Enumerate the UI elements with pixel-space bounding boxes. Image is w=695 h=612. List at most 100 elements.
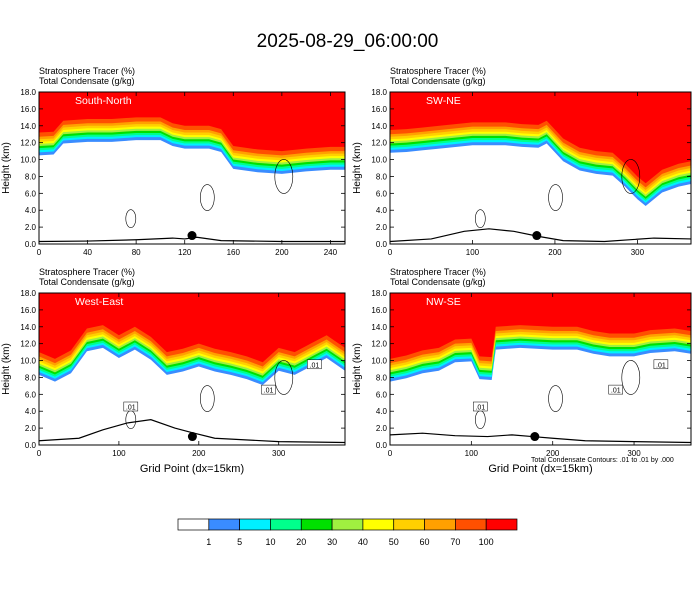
- tracer-band: [390, 293, 691, 359]
- colorbar-swatch: [455, 518, 487, 531]
- condensate-contour: [125, 209, 137, 228]
- variable-label: Stratosphere Tracer (%): [390, 267, 486, 277]
- panel-label: South-North: [75, 95, 132, 107]
- contour-label: .01: [126, 405, 136, 412]
- colorbar-swatch: [393, 518, 425, 531]
- colorbar-label: 70: [450, 537, 460, 547]
- colorbar-label: 10: [265, 537, 275, 547]
- contour-footnote: Total Condensate Contours: .01 to .01 by…: [531, 457, 674, 464]
- x-tick-label: 0: [37, 449, 42, 458]
- surface-marker: [187, 231, 197, 241]
- colorbar-swatch: [177, 518, 210, 531]
- tracer-field: .01 .01 .01: [390, 293, 691, 444]
- colorbar: 1 5 10 20 30 40 50 60 70 100: [177, 518, 518, 547]
- y-tick-label: 16.0: [371, 306, 387, 315]
- colorbar-swatch: [424, 518, 456, 531]
- x-axis-label: Grid Point (dx=15km): [488, 463, 592, 475]
- x-axis-label: Grid Point (dx=15km): [140, 463, 244, 475]
- colorbar-label: 40: [358, 537, 368, 547]
- contour-label-box: [653, 359, 669, 370]
- panel-label: SW-NE: [426, 95, 461, 107]
- colorbar-swatch: [362, 518, 395, 531]
- x-tick-label: 0: [37, 248, 42, 257]
- colorbar-label: 60: [420, 537, 430, 547]
- y-axis-label: Height (km): [1, 142, 12, 194]
- y-tick-label: 4.0: [376, 206, 388, 215]
- y-tick-label: 2.0: [25, 424, 37, 433]
- panel-label: West-East: [75, 296, 123, 308]
- colorbar-swatch: [270, 518, 302, 531]
- y-tick-label: 10.0: [20, 156, 36, 165]
- variable-label: Total Condensate (g/kg): [39, 76, 135, 86]
- y-tick-label: 14.0: [20, 323, 36, 332]
- y-tick-label: 4.0: [376, 407, 388, 416]
- condensate-contour: [474, 209, 486, 228]
- x-tick-label: 300: [631, 248, 645, 257]
- chart-panel: 0.0 2.0 4.0 6.0 8.0 10.0 12.0 14.0 16.0 18.0 0 100 2…: [352, 66, 692, 257]
- x-tick-label: 80: [132, 248, 141, 257]
- y-tick-label: 10.0: [371, 357, 387, 366]
- x-tick-label: 0: [388, 449, 393, 458]
- surface-marker: [187, 432, 197, 442]
- chart-panel: 0.0 2.0 4.0 6.0 8.0 10.0 12.0 14.0 16.0 18.0 0 40 80…: [1, 66, 346, 257]
- y-axis-label: Height (km): [352, 343, 363, 395]
- x-tick-label: 200: [546, 449, 560, 458]
- plot-frame: [389, 91, 692, 245]
- variable-label: Total Condensate (g/kg): [390, 76, 486, 86]
- terrain-line: [390, 432, 691, 444]
- y-tick-label: 8.0: [25, 172, 37, 181]
- variable-label: Total Condensate (g/kg): [390, 277, 486, 287]
- surface-marker: [530, 432, 540, 442]
- tracer-band: [39, 92, 345, 152]
- y-tick-label: 2.0: [376, 223, 388, 232]
- tracer-field: [39, 92, 345, 243]
- colorbar-label: 100: [479, 537, 494, 547]
- page-title: 2025-08-29_06:00:00: [256, 31, 439, 52]
- condensate-contour: [200, 184, 215, 211]
- variable-label: Stratosphere Tracer (%): [39, 66, 135, 76]
- y-tick-label: 18.0: [371, 88, 387, 97]
- y-tick-label: 2.0: [25, 223, 37, 232]
- x-tick-label: 200: [192, 449, 206, 458]
- y-tick-label: 2.0: [376, 424, 388, 433]
- y-tick-label: 12.0: [371, 139, 387, 148]
- y-tick-label: 14.0: [371, 323, 387, 332]
- tracer-band: [390, 92, 691, 184]
- plot-frame: [389, 292, 692, 446]
- colorbar-swatch: [485, 518, 518, 531]
- terrain-line: [39, 236, 345, 243]
- y-tick-label: 6.0: [25, 189, 37, 198]
- y-tick-label: 0.0: [376, 441, 388, 450]
- y-tick-label: 8.0: [25, 373, 37, 382]
- y-tick-label: 14.0: [20, 122, 36, 131]
- colorbar-label: 30: [327, 537, 337, 547]
- y-tick-label: 0.0: [25, 240, 37, 249]
- y-tick-label: 12.0: [371, 340, 387, 349]
- terrain-line: [39, 419, 345, 444]
- y-tick-label: 6.0: [25, 390, 37, 399]
- condensate-contour: [548, 184, 563, 211]
- condensate-contour: [274, 159, 294, 194]
- x-tick-label: 200: [275, 248, 289, 257]
- plot-frame: [38, 292, 346, 446]
- tracer-field: .01 .01 .01: [39, 293, 345, 444]
- x-tick-label: 100: [466, 248, 480, 257]
- y-tick-label: 0.0: [25, 441, 37, 450]
- x-tick-label: 300: [627, 449, 641, 458]
- colorbar-label: 1: [206, 537, 211, 547]
- y-tick-label: 16.0: [20, 105, 36, 114]
- colorbar-swatch: [300, 518, 333, 531]
- x-tick-label: 0: [388, 248, 393, 257]
- contour-label-box: [307, 359, 322, 370]
- condensate-contour: [621, 159, 641, 194]
- y-tick-label: 4.0: [25, 407, 37, 416]
- contour-label: .01: [310, 362, 320, 369]
- x-tick-label: 300: [272, 449, 286, 458]
- contour-label: .01: [611, 388, 621, 395]
- x-tick-label: 120: [178, 248, 192, 257]
- variable-label: Total Condensate (g/kg): [39, 277, 135, 287]
- variable-label: Stratosphere Tracer (%): [390, 66, 486, 76]
- contour-label-box: [608, 384, 623, 395]
- y-tick-label: 18.0: [371, 289, 387, 298]
